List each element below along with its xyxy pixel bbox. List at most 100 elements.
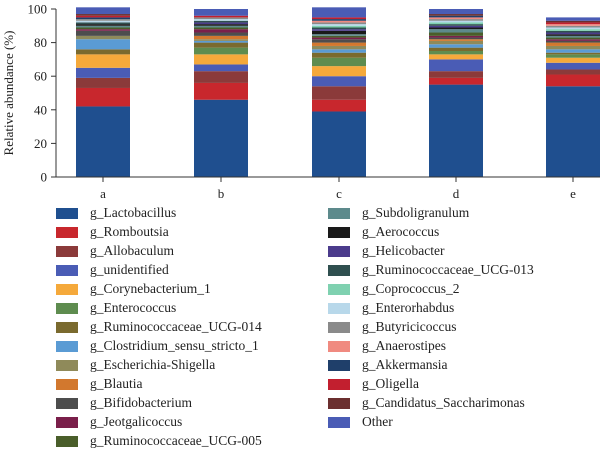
bar-segment: [76, 22, 130, 25]
bar-segment: [312, 66, 366, 77]
legend-label: g_Clostridium_sensu_stricto_1: [90, 338, 259, 353]
legend-item: g_Blautia: [56, 375, 143, 393]
legend-swatch: [328, 416, 350, 428]
bar-segment: [546, 74, 600, 87]
bar-segment: [546, 32, 600, 35]
bar-segment: [76, 30, 130, 36]
x-tick-label: e: [570, 186, 576, 201]
legend-label: Other: [362, 414, 393, 429]
legend-item: g_Candidatus_Saccharimonas: [328, 394, 525, 412]
bar-segment: [194, 32, 248, 36]
legend-label: g_Aerococcus: [362, 224, 440, 239]
legend-item: g_Aerococcus: [328, 223, 439, 241]
legend-label: g_Akkermansia: [362, 357, 448, 372]
legend-item: g_Butyricicoccus: [328, 318, 456, 336]
bar-segment: [546, 42, 600, 46]
bar-segment: [194, 15, 248, 18]
legend-item: g_Ruminococcaceae_UCG-005: [56, 432, 262, 450]
bar-segment: [312, 20, 366, 23]
bar-segment: [429, 17, 483, 20]
legend-swatch: [328, 283, 350, 295]
bar-segment: [429, 27, 483, 30]
bar-segment: [312, 111, 366, 177]
bar-segment: [76, 17, 130, 20]
bar-segment: [194, 24, 248, 26]
bar-segment: [312, 29, 366, 31]
bar-segment: [312, 24, 366, 26]
legend-label: g_Corynebacterium_1: [90, 281, 211, 296]
legend-label: g_Oligella: [362, 376, 419, 391]
y-tick-label: 40: [34, 102, 47, 117]
y-tick-label: 20: [34, 136, 47, 151]
bar-segment: [429, 84, 483, 177]
bar-segment: [194, 99, 248, 177]
bar-segment: [312, 7, 366, 18]
bar-segment: [76, 106, 130, 177]
legend-swatch: [328, 378, 350, 390]
legend-item: g_Escherichia-Shigella: [56, 356, 215, 374]
bar-segment: [429, 29, 483, 33]
legend-item: g_Corynebacterium_1: [56, 280, 211, 298]
bar-segment: [76, 15, 130, 18]
bar-segment: [194, 39, 248, 41]
bar-segment: [194, 40, 248, 43]
bar-segment: [429, 14, 483, 16]
legend-label: g_Candidatus_Saccharimonas: [362, 395, 525, 410]
bar-segment: [312, 57, 366, 67]
legend-label: g_Lactobacillus: [90, 205, 177, 220]
bar-segment: [546, 54, 600, 58]
bar-segment: [194, 47, 248, 55]
legend-swatch: [328, 264, 350, 276]
bar-segment: [429, 59, 483, 72]
bar-segment: [429, 19, 483, 21]
legend-label: g_Romboutsia: [90, 224, 169, 239]
bar-segment: [312, 35, 366, 38]
bar-segment: [76, 54, 130, 68]
legend-label: g_Coprococcus_2: [362, 281, 460, 296]
legend-item: g_Coprococcus_2: [328, 280, 459, 298]
bar-segment: [546, 52, 600, 55]
bar-segment: [312, 22, 366, 25]
legend-swatch: [328, 340, 350, 352]
bar-segment: [429, 40, 483, 45]
bar-segment: [76, 27, 130, 30]
legend-item: Other: [328, 413, 393, 431]
x-tick-label: a: [100, 186, 106, 201]
x-tick-label: b: [218, 186, 225, 201]
bar-segment: [312, 25, 366, 28]
bar-segment: [194, 25, 248, 28]
bar-segment: [429, 39, 483, 41]
legend-item: g_Lactobacillus: [56, 204, 176, 222]
legend-item: g_Ruminococcaceae_UCG-014: [56, 318, 262, 336]
bar-segment: [546, 34, 600, 36]
legend-swatch: [56, 226, 78, 238]
y-axis-title: Relative abundance (%): [1, 31, 16, 156]
legend-label: g_Subdoligranulum: [362, 205, 470, 220]
bar-segment: [76, 14, 130, 16]
bar-segment: [546, 17, 600, 21]
legend-label: g_Ruminococcaceae_UCG-013: [362, 262, 534, 277]
bar-segment: [546, 24, 600, 26]
legend-item: g_Akkermansia: [328, 356, 447, 374]
bar-segment: [429, 9, 483, 15]
bar-segment: [76, 35, 130, 40]
bar-segment: [546, 86, 600, 177]
legend-swatch: [328, 226, 350, 238]
legend-swatch: [56, 359, 78, 371]
bar-segment: [546, 62, 600, 70]
bar-segment: [312, 76, 366, 87]
bar-segment: [546, 49, 600, 53]
bar-segment: [429, 35, 483, 38]
bar-segment: [76, 25, 130, 28]
y-tick-label: 60: [34, 69, 47, 84]
bar-segment: [194, 71, 248, 83]
bar-segment: [546, 27, 600, 30]
legend-label: g_unidentified: [90, 262, 169, 277]
x-tick-label: d: [453, 186, 460, 201]
x-tick-label: c: [336, 186, 342, 201]
legend-swatch: [56, 245, 78, 257]
bar-segment: [546, 69, 600, 75]
bar-segment: [546, 37, 600, 40]
legend-swatch: [328, 207, 350, 219]
legend-item: g_Oligella: [328, 375, 419, 393]
